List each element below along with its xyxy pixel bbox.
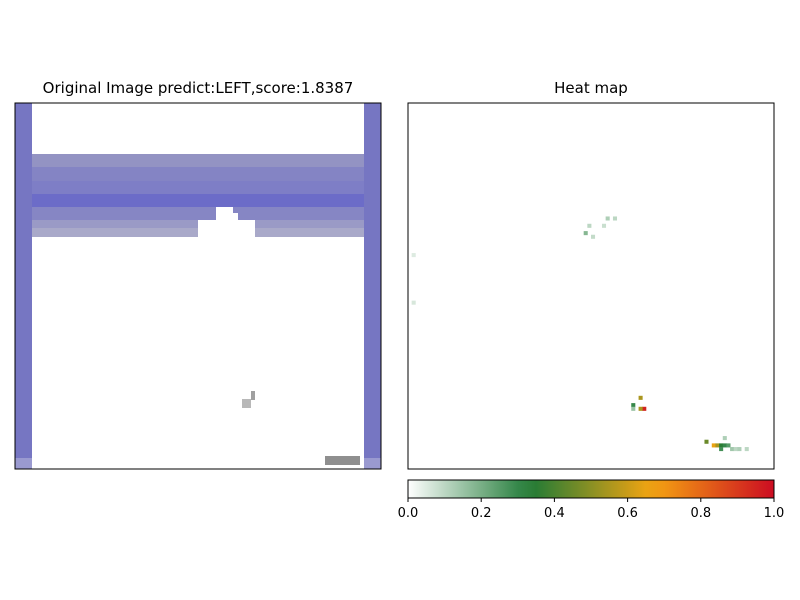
heatmap-cell	[591, 234, 596, 239]
brick-row	[32, 167, 364, 181]
heatmap-cell	[631, 406, 636, 411]
paddle	[325, 456, 360, 465]
heatmap-cell	[583, 231, 588, 236]
colorbar-tick-label: 0.0	[398, 506, 419, 521]
ball	[242, 399, 251, 408]
heatmap-panel	[407, 102, 775, 470]
heatmap-cell	[638, 406, 643, 411]
brick-gap	[233, 213, 238, 220]
heatmap-cell	[612, 216, 618, 221]
left-wall	[15, 103, 32, 469]
colorbar-bar	[407, 479, 775, 499]
colorbar-tick-label: 0.6	[617, 506, 638, 521]
brick-gap	[198, 220, 255, 237]
colorbar: 0.0 0.2 0.4 0.6 0.8 1.0	[398, 479, 785, 521]
right-panel-frame	[407, 102, 775, 470]
heatmap-cell	[631, 403, 636, 408]
heatmap-cell	[411, 253, 416, 258]
heatmap-cell	[730, 447, 735, 452]
heatmap-cell	[744, 447, 749, 452]
heatmap-cell	[719, 443, 724, 448]
ball-trail	[251, 391, 255, 400]
heatmap-cell	[704, 439, 709, 444]
left-panel-title: Original Image predict:LEFT,score:1.8387	[42, 79, 354, 97]
heatmap-cell	[605, 216, 610, 221]
heatmap-cell	[711, 443, 716, 448]
colorbar-tick-label: 0.8	[690, 506, 711, 521]
brick-row	[32, 194, 364, 207]
heatmap-cell	[719, 447, 724, 452]
heatmap-cell	[715, 443, 720, 448]
colorbar-tick-label: 0.2	[471, 506, 492, 521]
heatmap-cell	[722, 436, 727, 441]
heatmap-background	[408, 103, 774, 469]
heatmap-cell	[587, 223, 592, 228]
brick-row	[32, 207, 364, 220]
heatmap-cell	[733, 447, 738, 452]
colorbar-tick-label: 1.0	[764, 506, 785, 521]
right-wall-base	[364, 458, 381, 469]
heatmap-cell	[737, 447, 742, 452]
brick-row	[32, 154, 364, 167]
heatmap-cell	[722, 443, 727, 448]
heatmap-cell	[638, 395, 643, 400]
left-wall-base	[15, 458, 32, 469]
heatmap-cell	[726, 443, 731, 448]
colorbar-tick-label: 0.4	[544, 506, 565, 521]
left-panel-frame	[14, 102, 382, 470]
heatmap-cell	[601, 223, 607, 228]
brick-row	[32, 181, 364, 194]
right-panel-title: Heat map	[554, 79, 628, 97]
heatmap-cell	[411, 300, 416, 305]
original-image-panel	[14, 102, 382, 470]
brick-gap	[216, 207, 233, 220]
heatmap-cell	[642, 406, 647, 411]
right-wall	[364, 103, 381, 469]
